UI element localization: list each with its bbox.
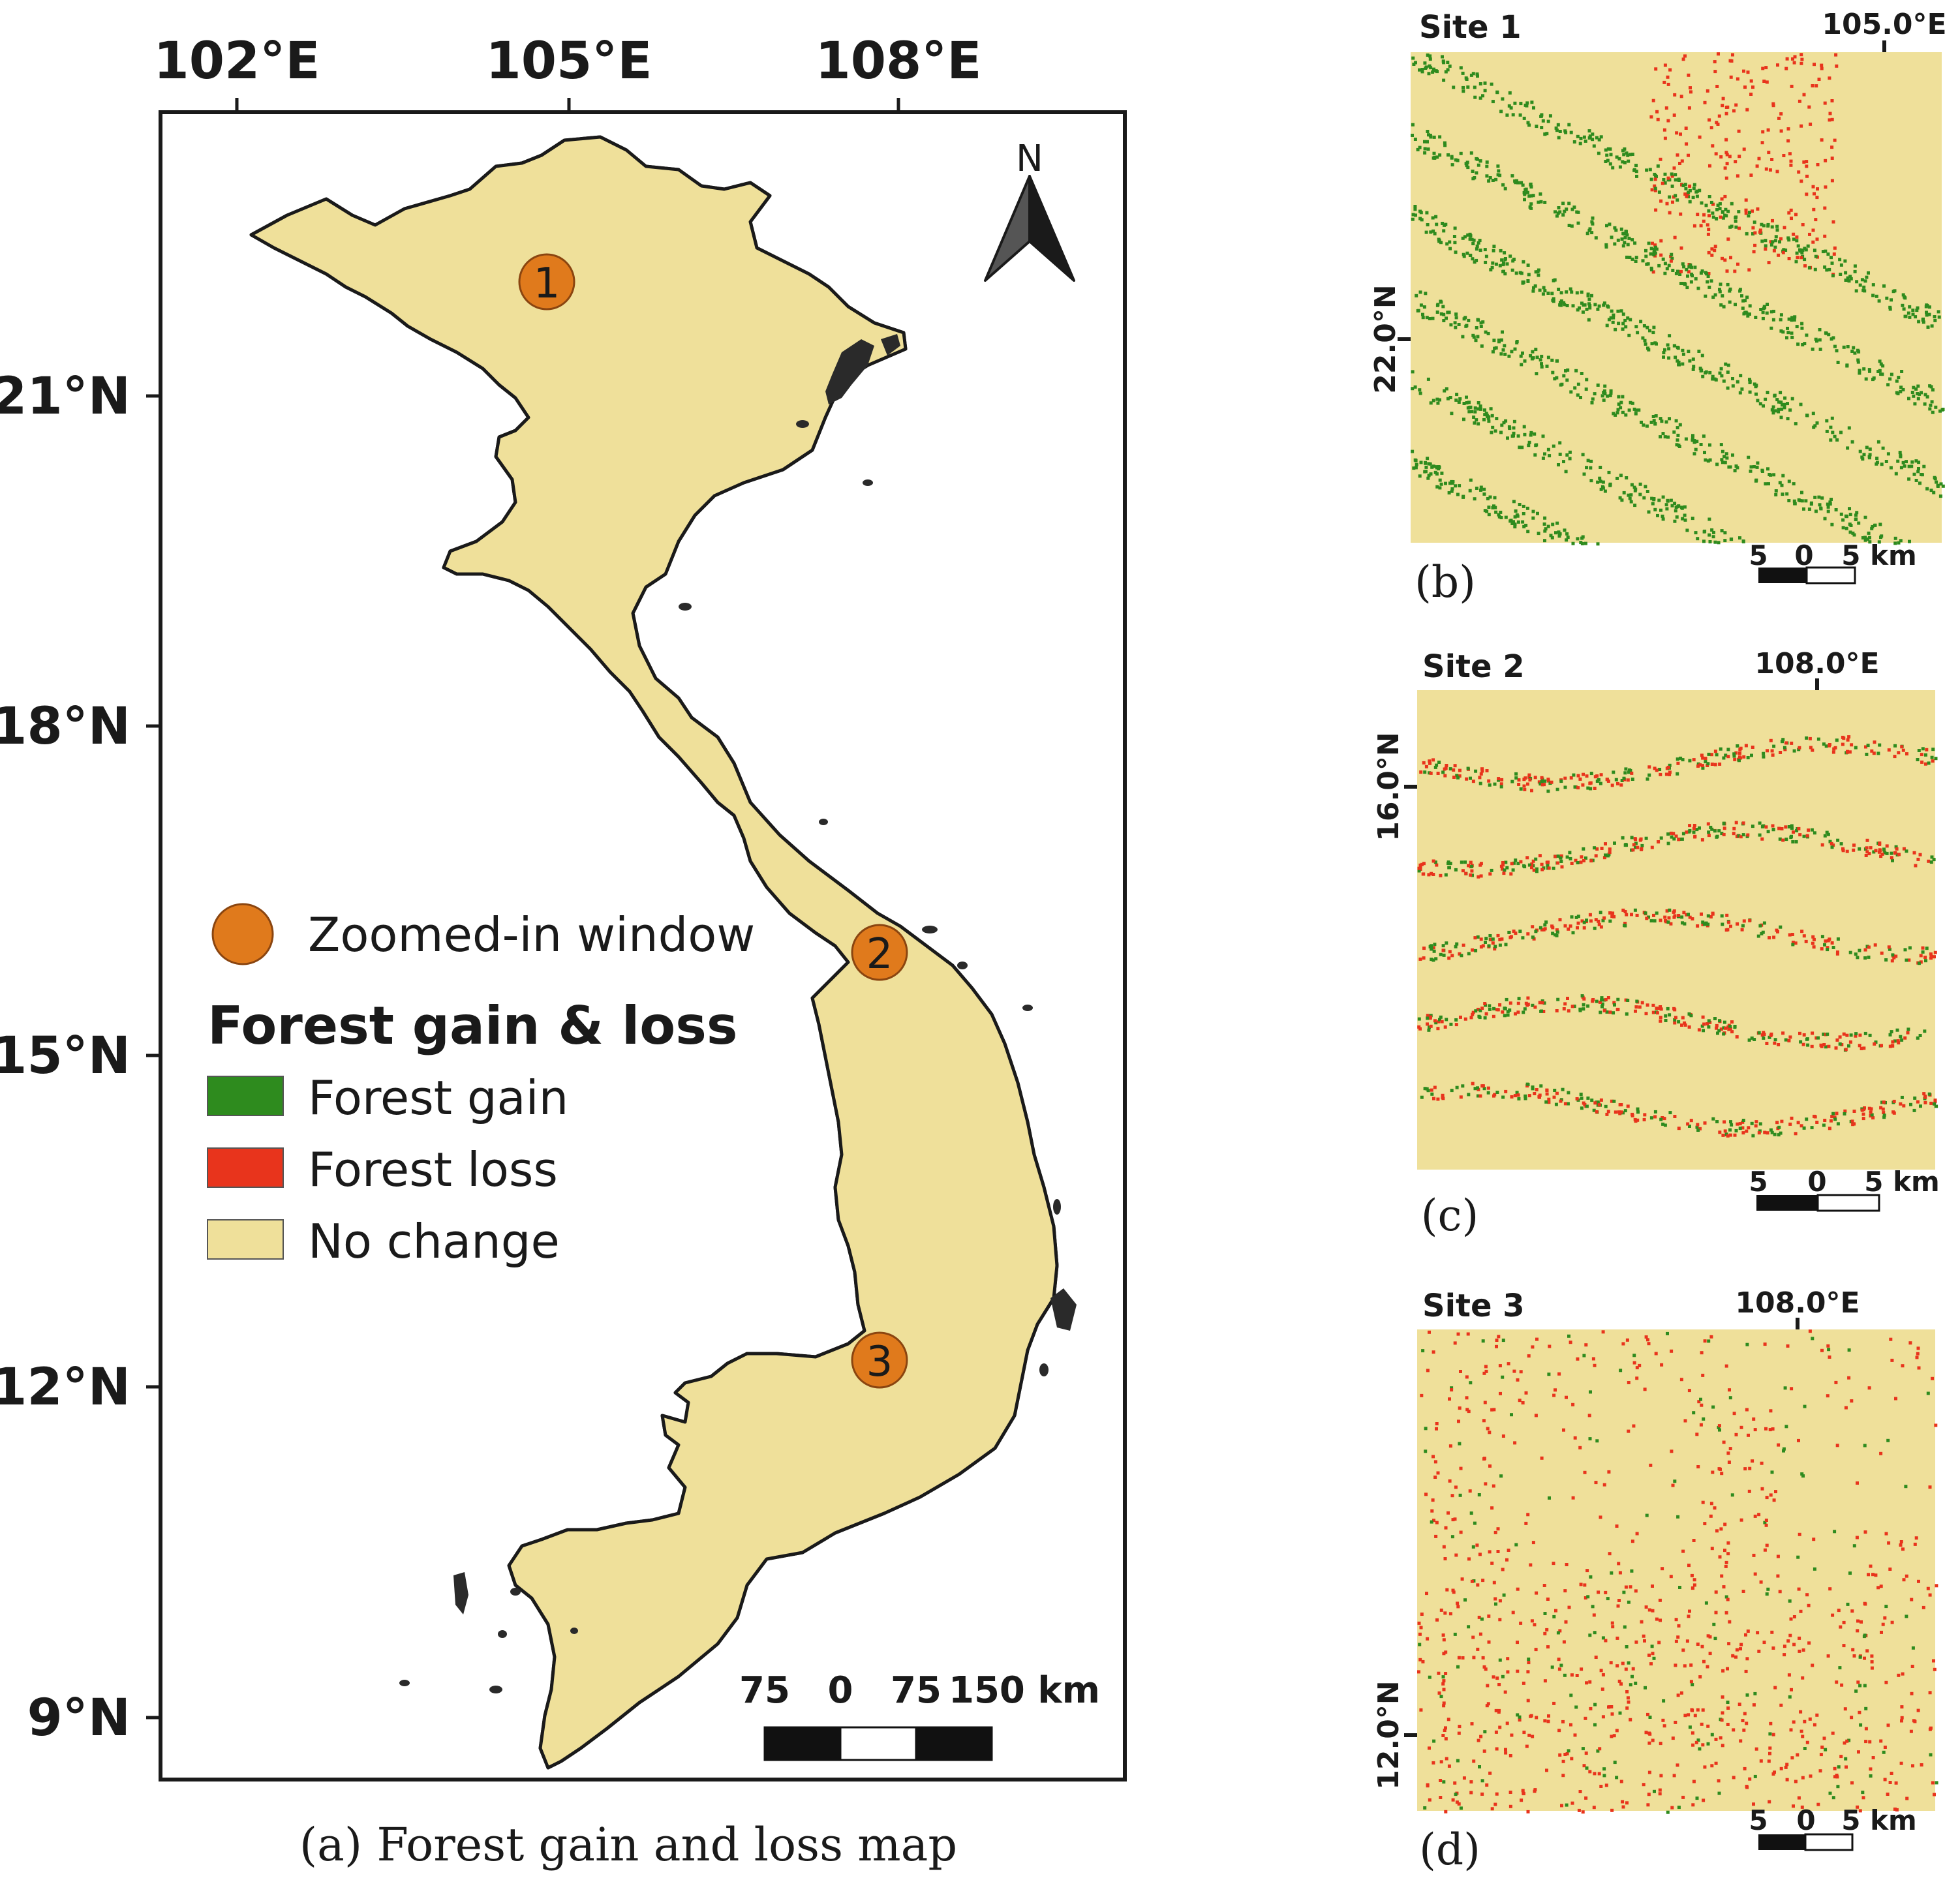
lat-tick-label: 9°N	[27, 1689, 130, 1748]
site-marker-3: 3	[851, 1331, 908, 1389]
legend-swatch-loss	[207, 1147, 284, 1188]
inset-scale-label: 5 km	[1841, 1804, 1917, 1836]
inset-speckles	[1417, 1329, 1938, 1814]
lat-tick-label: 21°N	[0, 367, 130, 426]
scale-label: 0	[828, 1669, 853, 1712]
inset-title: Site 2	[1422, 648, 1525, 685]
inset-speckles	[1417, 735, 1938, 1138]
inset-lon-label: 105.0°E	[1822, 8, 1946, 41]
inset-caption: (c)	[1421, 1190, 1478, 1241]
inset-scale-label: 0	[1807, 1166, 1826, 1198]
islands	[399, 334, 1077, 1693]
legend-title: Forest gain & loss	[207, 995, 738, 1056]
lon-tick-label: 108°E	[815, 32, 981, 91]
inset-map	[1417, 690, 1935, 1170]
marker-legend-swatch	[211, 903, 274, 965]
scale-label: 75	[739, 1669, 790, 1712]
lat-tick-label: 15°N	[0, 1027, 130, 1085]
inset-site-1: Site 1 105.0°E 22.0°N 5 0 5 km (b)	[1369, 8, 1947, 607]
inset-title: Site 1	[1419, 9, 1522, 46]
scale-label: 75	[891, 1669, 942, 1712]
inset-lon-label: 108.0°E	[1735, 1286, 1860, 1320]
lon-tick-label: 102°E	[153, 32, 320, 91]
inset-scale-label: 5	[1749, 1166, 1768, 1198]
main-scale-bar: 75 0 75 150 km	[739, 1669, 1100, 1761]
inset-map	[1417, 1329, 1935, 1811]
inset-scale-label: 0	[1796, 1804, 1815, 1836]
legend-label-gain: Forest gain	[308, 1070, 568, 1125]
scale-label: 150 km	[949, 1669, 1100, 1712]
lat-tick-label: 18°N	[0, 697, 130, 756]
inset-scale-label: 5 km	[1841, 539, 1917, 571]
inset-scale-label: 5	[1749, 1804, 1768, 1836]
inset-site-3: Site 3 108.0°E 12.0°N 5 0 5 km (d)	[1372, 1286, 1938, 1875]
inset-lat-label: 12.0°N	[1372, 1680, 1405, 1789]
site-marker-1: 1	[518, 253, 575, 311]
inset-scale-label: 0	[1794, 539, 1813, 571]
inset-lon-label: 108.0°E	[1754, 647, 1879, 680]
inset-speckles	[1411, 52, 1945, 546]
main-map-caption: (a) Forest gain and loss map	[299, 1818, 957, 1872]
legend: Zoomed-in window Forest gain & loss Fore…	[207, 903, 755, 1269]
inset-map	[1411, 52, 1942, 543]
legend-label-nochange: No change	[308, 1214, 560, 1269]
lon-tick-label: 105°E	[485, 32, 652, 91]
marker-legend-label: Zoomed-in window	[308, 907, 755, 962]
north-arrow: N	[984, 138, 1075, 282]
site-marker-2: 2	[851, 924, 908, 981]
legend-swatch-gain	[207, 1076, 284, 1116]
legend-label-loss: Forest loss	[308, 1142, 558, 1197]
site-marker-label: 2	[866, 930, 893, 978]
inset-lat-label: 16.0°N	[1372, 732, 1405, 841]
inset-site-2: Site 2 108.0°E 16.0°N 5 0 5 km (c)	[1372, 647, 1940, 1241]
site-marker-label: 1	[534, 260, 560, 308]
inset-caption: (d)	[1419, 1825, 1480, 1875]
inset-lat-label: 22.0°N	[1369, 284, 1402, 393]
legend-swatch-nochange	[207, 1219, 284, 1260]
site-marker-label: 3	[866, 1338, 893, 1386]
inset-title: Site 3	[1422, 1288, 1525, 1324]
main-map: 102°E 105°E 108°E 21°N 18°N 15°N 12°N 9°…	[0, 32, 1127, 1872]
inset-scale-label: 5	[1749, 539, 1768, 571]
inset-caption: (b)	[1415, 557, 1476, 607]
inset-scale-label: 5 km	[1864, 1166, 1940, 1198]
north-label: N	[1016, 138, 1043, 180]
lat-tick-label: 12°N	[0, 1358, 130, 1417]
